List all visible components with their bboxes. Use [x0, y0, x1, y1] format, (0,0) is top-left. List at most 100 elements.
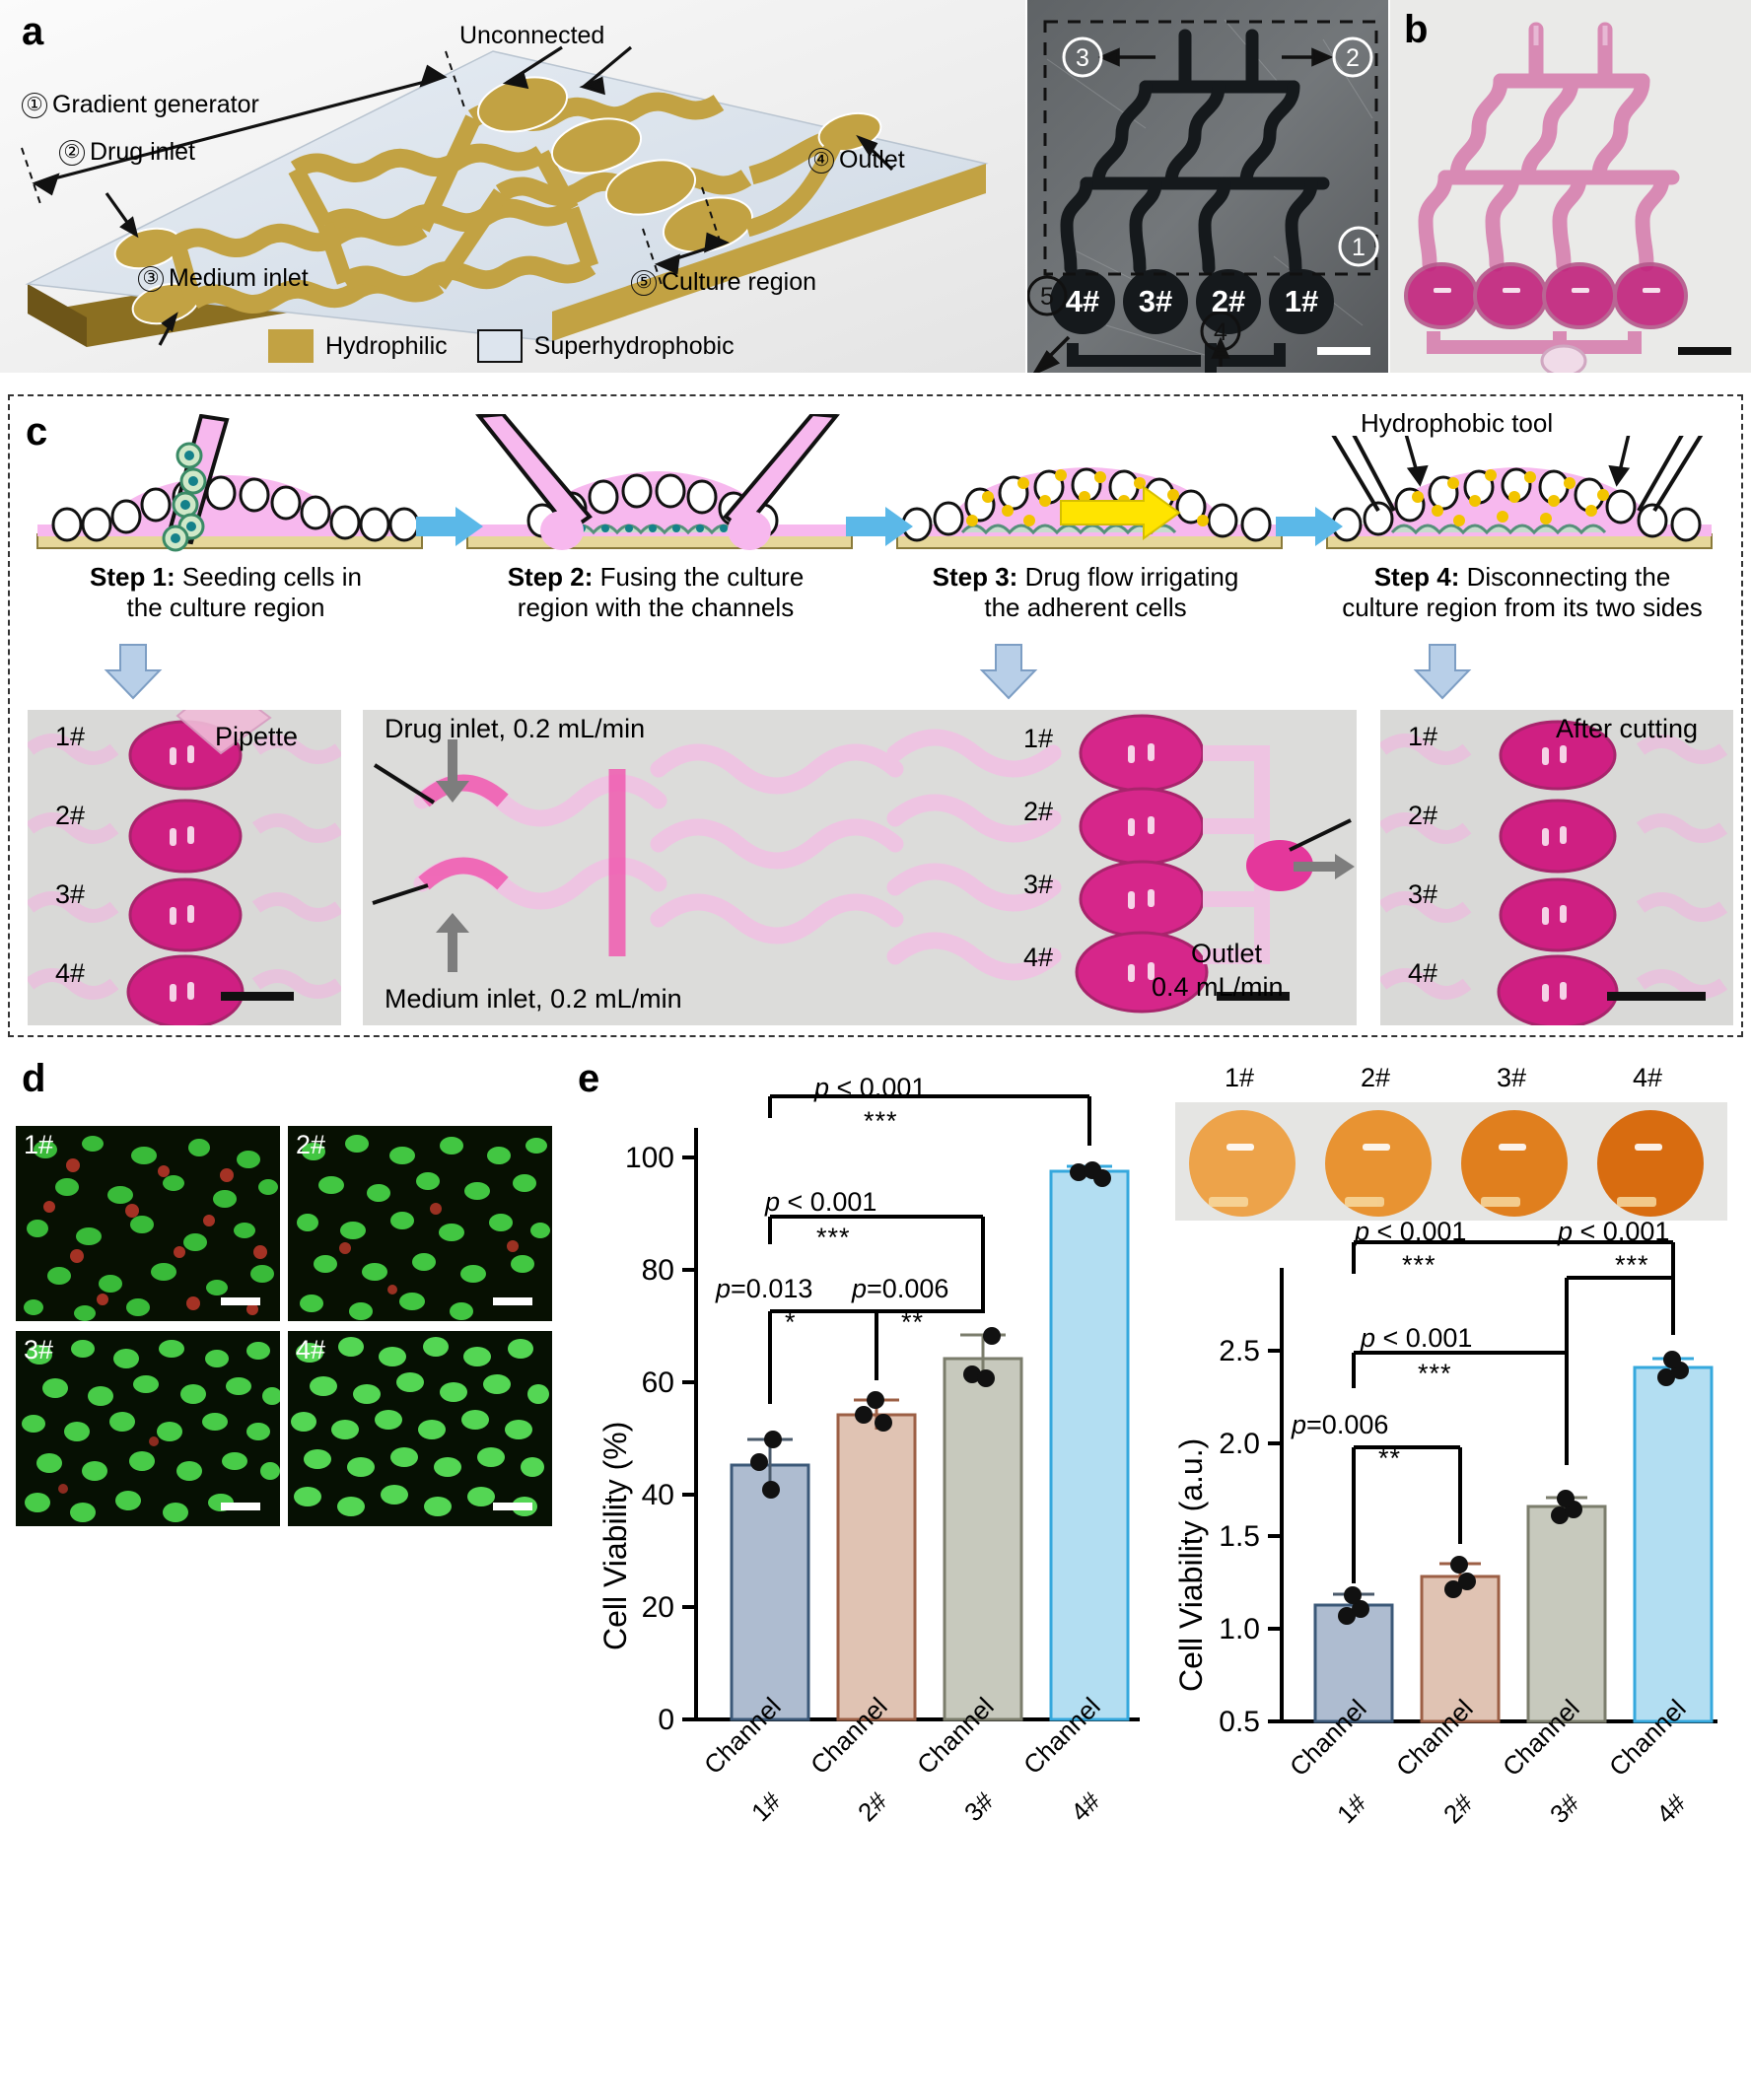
svg-text:0: 0: [658, 1704, 674, 1736]
step-1-text: Step 1: Seeding cells in the culture reg…: [14, 562, 438, 622]
svg-text:40: 40: [642, 1479, 674, 1511]
chart-left-ylabel: Cell Viability (%): [597, 1421, 633, 1650]
circled-number-2: ②: [59, 140, 85, 166]
sig-stars-1-3: ***: [816, 1223, 851, 1252]
fluorescence-image-3: 3#: [16, 1331, 280, 1526]
step-3-line2: the adherent cells: [984, 592, 1187, 622]
photo-after-cutting: 1# 2# 3# 4# After cutting: [1380, 710, 1733, 1025]
panel-c-letter: c: [26, 410, 48, 454]
svg-text:80: 80: [642, 1254, 674, 1287]
chart-cell-viability-au: 0.5 1.0 1.5 2.0 2.5: [1159, 1217, 1731, 2066]
fluor-tag-2: 2#: [296, 1130, 326, 1159]
circled-number-5: ⑤: [631, 270, 657, 296]
svg-text:4#: 4#: [1066, 284, 1099, 318]
step-1-schematic: [18, 413, 442, 601]
panel-e-charts: e 0 20 40 60 80 100: [568, 1055, 1743, 2095]
svg-text:60: 60: [642, 1366, 674, 1399]
label-medium-inlet: ③ Medium inlet: [138, 264, 309, 293]
step4-svg: [1321, 413, 1714, 549]
step-2-rest: Fusing the culture: [593, 562, 805, 592]
well-tag-3: 3#: [1497, 1063, 1527, 1092]
fluorescence-image-2: 2#: [288, 1126, 552, 1321]
svg-text:2.0: 2.0: [1219, 1428, 1260, 1460]
svg-text:1: 1: [1352, 234, 1366, 261]
panel-d-letter: d: [22, 1057, 46, 1100]
svg-text:2#: 2#: [1212, 284, 1245, 318]
svg-text:1.5: 1.5: [1219, 1520, 1260, 1553]
svg-text:0.5: 0.5: [1219, 1706, 1260, 1738]
label-culture-region: ⑤ Culture region: [631, 268, 816, 297]
step-2-line2: region with the channels: [517, 592, 795, 622]
step-4-text: Step 4: Disconnecting the culture region…: [1303, 562, 1741, 622]
photo-right-tag-2: 2#: [1408, 801, 1438, 830]
step-3-rest: Drug flow irrigating: [1017, 562, 1239, 592]
step-2-schematic: [448, 411, 872, 601]
chart-cell-viability-percent: 0 20 40 60 80 100: [588, 1073, 1159, 2065]
circled-number-4: ④: [808, 148, 834, 174]
outlet-rate-label: 0.4 mL/min: [1152, 972, 1284, 1002]
sig-p-1-4: p: [814, 1073, 830, 1102]
medium-inlet-label: Medium inlet, 0.2 mL/min: [385, 984, 682, 1014]
svg-text:5: 5: [1040, 283, 1054, 311]
label-text: Outlet: [839, 146, 905, 174]
svg-text:2.5: 2.5: [1219, 1335, 1260, 1367]
step-4-schematic: Hydrophobic tool: [1307, 408, 1731, 601]
step-1-bold: Step 1:: [89, 562, 175, 592]
step-3-bold: Step 3:: [932, 562, 1018, 592]
label-unconnected: Unconnected: [459, 22, 605, 49]
photo-mid-tag-3: 3#: [1023, 870, 1054, 899]
panel-e-letter: e: [578, 1057, 600, 1100]
flow-arrows: [104, 507, 1472, 700]
svg-text:20: 20: [642, 1591, 674, 1624]
legend-swatch-hydrophilic: [268, 329, 314, 363]
label-text: Gradient generator: [52, 91, 259, 118]
step2-svg: [466, 411, 853, 550]
circled-number-1: ①: [22, 93, 47, 118]
photo-drug-flow: Drug inlet, 0.2 mL/min Medium inlet, 0.2…: [363, 710, 1357, 1025]
fluorescence-image-1: 1#: [16, 1126, 280, 1321]
label-text: Medium inlet: [169, 264, 309, 292]
sig-r-stars-3-4: ***: [1615, 1250, 1649, 1280]
circled-number-3: ③: [138, 266, 164, 292]
fluor-tag-3: 3#: [24, 1335, 54, 1365]
step1-svg: [36, 413, 423, 552]
label-text: Drug inlet: [90, 138, 195, 166]
hydrophobic-tool-label: Hydrophobic tool: [1361, 408, 1554, 438]
sig-stars-2-3: **: [901, 1307, 925, 1337]
legend-swatch-superhydrophobic: [476, 329, 523, 363]
panel-d-fluorescence: d 1# 2#: [8, 1055, 560, 2090]
step-4-rest: Disconnecting the: [1459, 562, 1671, 592]
photo-right-tag-1: 1#: [1408, 722, 1438, 751]
panel-a-schematic: a: [0, 0, 1025, 373]
fluor-tag-1: 1#: [24, 1130, 54, 1159]
sig-stars-1-4: ***: [864, 1106, 898, 1136]
sig-r-stars-1-3: ***: [1418, 1359, 1452, 1388]
chip-schematic-svg: [21, 45, 989, 347]
label-gradient-generator: ① Gradient generator: [22, 91, 259, 119]
step-1-rest: Seeding cells in: [175, 562, 363, 592]
photo-left-tag-1: 1#: [55, 722, 86, 751]
photo-right-tag-4: 4#: [1408, 958, 1438, 988]
well-tag-2: 2#: [1361, 1063, 1391, 1092]
photo-mid-tag-1: 1#: [1023, 724, 1054, 753]
sem-image: 3 2 1 5 4 4# 3# 2# 1#: [1027, 0, 1388, 373]
panel-a-letter: a: [22, 10, 44, 53]
legend-label-superhydrophobic: Superhydrophobic: [533, 331, 735, 360]
photo-mid-tag-2: 2#: [1023, 797, 1054, 826]
chart-right-svg: 0.5 1.0 1.5 2.0 2.5: [1219, 1240, 1717, 1738]
photo-right-tag-3: 3#: [1408, 879, 1438, 909]
panel-b-photo: b: [1390, 0, 1751, 373]
legend-label-hydrophilic: Hydrophilic: [325, 331, 448, 360]
step-3-text: Step 3: Drug flow irrigating the adheren…: [874, 562, 1297, 622]
photo-left-tag-3: 3#: [55, 879, 86, 909]
drug-inlet-label: Drug inlet, 0.2 mL/min: [385, 714, 646, 743]
step-1-line2: the culture region: [126, 592, 325, 622]
top-row: a: [0, 0, 1751, 375]
svg-text:1#: 1#: [1285, 284, 1318, 318]
svg-text:3: 3: [1076, 44, 1089, 72]
step-2-bold: Step 2:: [507, 562, 594, 592]
label-text: Culture region: [662, 268, 817, 296]
svg-text:1.0: 1.0: [1219, 1613, 1260, 1645]
label-outlet: ④ Outlet: [808, 146, 905, 175]
panel-c-workflow: c: [8, 394, 1743, 1037]
